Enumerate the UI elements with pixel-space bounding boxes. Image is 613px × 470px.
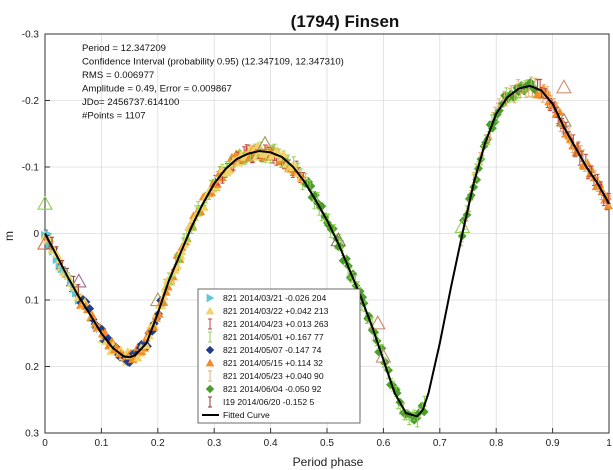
x-axis-label: Period phase	[293, 455, 364, 469]
data-point	[607, 195, 612, 207]
chart-title: (1794) Finsen	[291, 12, 400, 31]
x-tick-label: 0.8	[489, 438, 503, 449]
info-line: Period = 12.347209	[82, 43, 166, 54]
x-tick-label: 0	[42, 438, 48, 449]
data-point	[224, 165, 234, 175]
data-point	[205, 358, 215, 367]
legend-box	[197, 288, 361, 424]
y-tick-label: 0	[33, 229, 39, 240]
info-line: JDo= 2456737.614100	[82, 97, 179, 108]
data-point	[208, 396, 212, 408]
legend-entry: 821 2014/05/07 -0.147 74	[223, 345, 322, 355]
x-tick-label: 0.7	[433, 438, 447, 449]
legend-entry: I19 2014/06/20 -0.152 5	[223, 397, 314, 407]
info-box: Period = 12.347209 Confidence Interval (p…	[82, 43, 344, 122]
data-point	[208, 331, 212, 343]
legend-entry: 821 2014/04/23 +0.013 263	[223, 319, 329, 329]
data-point	[205, 384, 215, 394]
legend-entry: 821 2014/05/15 +0.114 32	[223, 358, 323, 368]
info-line: #Points = 1107	[82, 111, 146, 122]
data-point	[133, 353, 143, 362]
legend-entry: 821 2014/05/01 +0.167 77	[223, 332, 324, 342]
data-point	[208, 318, 212, 330]
x-tick-label: 0.9	[546, 438, 560, 449]
legend-entry: 821 2014/03/22 +0.042 213	[223, 306, 329, 316]
x-tick-label: 0.2	[151, 438, 165, 449]
y-tick-label: 0.1	[25, 296, 39, 307]
legend-entry: Fitted Curve	[223, 410, 270, 420]
legend-entry: 821 2014/06/04 -0.050 92	[223, 384, 322, 394]
x-tick-label: 1	[606, 438, 612, 449]
y-axis-label: m	[2, 231, 16, 241]
x-tick-label: 0.6	[376, 438, 390, 449]
x-tick-label: 0.1	[94, 438, 108, 449]
highlight-marker	[149, 291, 166, 307]
legend-entry: 821 2014/03/21 -0.026 204	[223, 293, 326, 303]
info-line: Amplitude = 0.49, Error = 0.009867	[82, 84, 232, 95]
highlight-marker	[37, 195, 53, 210]
x-tick-label: 0.3	[207, 438, 221, 449]
legend-entry: 821 2014/05/23 +0.040 90	[223, 371, 324, 381]
data-point	[205, 345, 215, 355]
highlight-marker	[70, 273, 87, 288]
data-point	[205, 306, 215, 315]
legend: 821 2014/03/21 -0.026 204 821 2014/03/22 …	[197, 288, 361, 424]
data-point	[603, 200, 613, 210]
y-tick-label: 0.3	[25, 429, 39, 440]
fitted-curve-layer	[44, 84, 610, 418]
highlight-marker	[369, 315, 386, 330]
highlight-marker	[555, 79, 572, 94]
y-tick-label: -0.1	[22, 163, 40, 174]
x-tick-label: 0.5	[320, 438, 334, 449]
y-tick-label: 0.2	[25, 362, 39, 373]
data-point	[487, 123, 497, 133]
info-line: RMS = 0.006977	[82, 70, 154, 81]
x-tick-label: 0.4	[264, 438, 278, 449]
data-point	[208, 370, 212, 382]
fitted-curve	[44, 84, 610, 418]
y-tick-label: -0.2	[22, 96, 40, 107]
highlight-marker	[257, 135, 273, 150]
info-line: Confidence Interval (probability 0.95) (…	[82, 57, 344, 68]
highlight-marker	[37, 235, 53, 250]
data-point	[206, 293, 215, 303]
y-tick-label: -0.3	[22, 30, 40, 41]
